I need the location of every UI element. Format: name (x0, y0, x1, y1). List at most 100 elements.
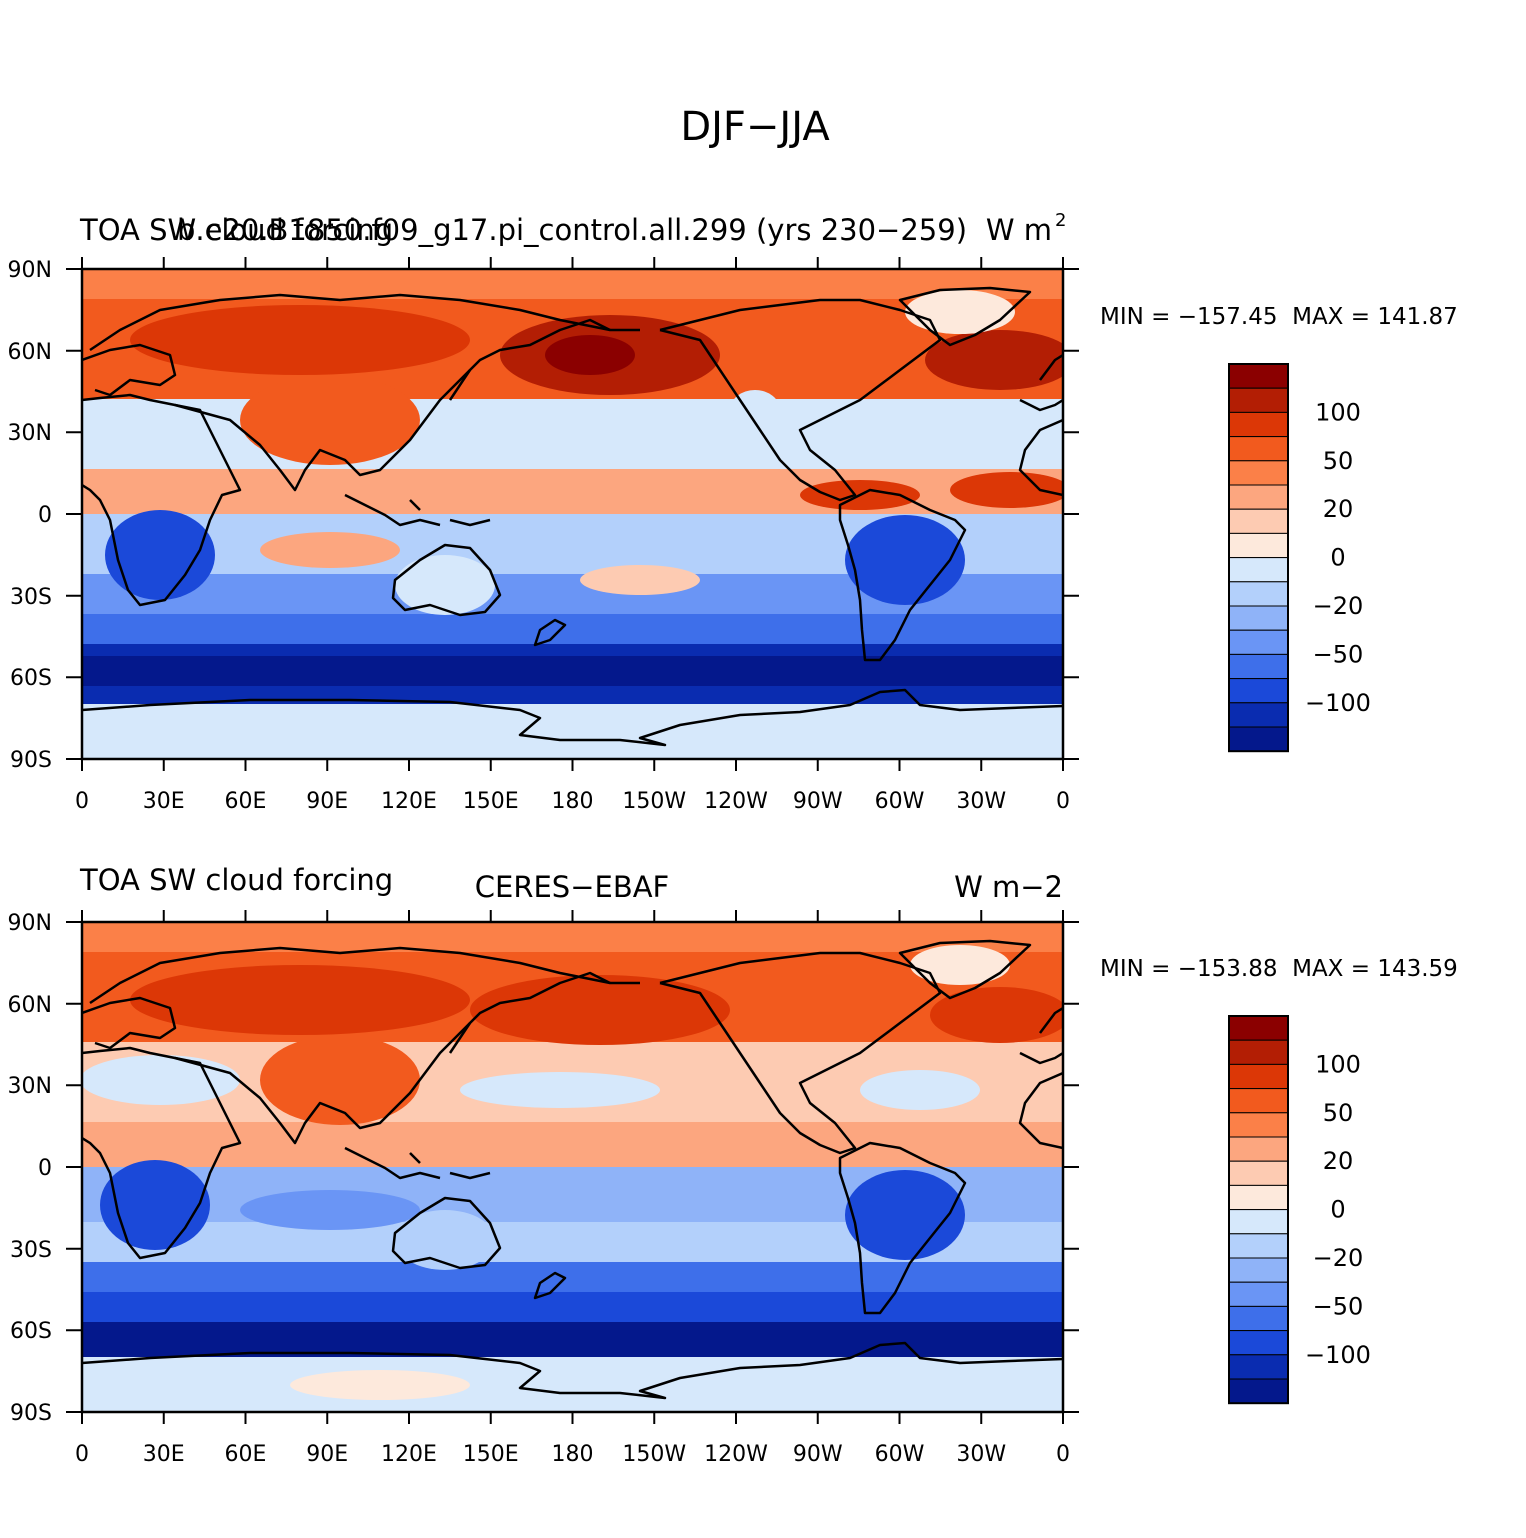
africa-blue (105, 510, 215, 600)
west-africa-outline (1018, 1071, 1063, 1150)
asia-red (240, 375, 420, 465)
panel-1-coastlines (82, 286, 1063, 747)
southern-ocean-band-3 (82, 656, 1063, 686)
colorbar-swatch (1228, 1378, 1289, 1404)
southern-ocean-band-1 (82, 1262, 1063, 1292)
indian-ocean-red (260, 532, 400, 568)
indian-ocean-blue (240, 1190, 420, 1230)
colorbar-swatch (1228, 581, 1289, 607)
colorbar-swatch (1228, 1305, 1289, 1332)
x-tick-label: 90E (306, 789, 348, 814)
south-america-blue (845, 1170, 965, 1260)
japan-outline (448, 1022, 472, 1054)
africa-blue (100, 1160, 210, 1250)
colorbar-swatch (1228, 436, 1289, 462)
x-tick-label: 150W (622, 789, 686, 814)
y-tick-label: 90N (8, 258, 52, 283)
x-tick-label: 180 (552, 789, 594, 814)
arctic-band (82, 922, 1063, 952)
antarctic-band (82, 1357, 1063, 1412)
colorbar-label: 0 (1330, 1196, 1345, 1224)
north-pacific-max (470, 975, 730, 1045)
south-america-outline (838, 488, 967, 662)
y-tick-label: 90S (10, 748, 52, 773)
colorbar-swatch (1228, 702, 1289, 728)
colorbar-swatch (1228, 1184, 1289, 1211)
x-tick-label: 30W (956, 1442, 1006, 1467)
colorbar-swatch (1228, 484, 1289, 510)
y-tick-label: 0 (38, 503, 52, 528)
y-tick-label: 60N (8, 340, 52, 365)
atlantic-light (860, 1070, 980, 1110)
colorbar-label: 0 (1330, 544, 1345, 572)
atlantic-red-tropic (950, 472, 1063, 508)
antarctic-band (82, 704, 1063, 759)
europe-outline (82, 343, 177, 397)
greenland-patch (905, 290, 1015, 334)
australia-outline (391, 543, 502, 617)
colorbar-swatch (1228, 557, 1289, 583)
panel-2-y-labels: 90N 60N 30N 0 30S 60S 90S (8, 911, 52, 1426)
colorbar-swatch (1228, 726, 1289, 752)
x-tick-label: 120E (381, 789, 437, 814)
colorbar-swatch (1228, 1354, 1289, 1380)
colorbar-swatch (1228, 678, 1289, 704)
panel-1-colorbar: 100 50 20 0 −20 −50 −100 (1228, 363, 1371, 753)
eurasia-max (130, 305, 470, 375)
x-tick-label: 120E (381, 1442, 437, 1467)
colorbar-label: 20 (1323, 1147, 1354, 1175)
y-tick-label: 30N (8, 1074, 52, 1099)
panel-1-titles: TOA SW cloud forcing b.e20.B1850.f09_g17… (79, 210, 1066, 247)
panel-2-titles: TOA SW cloud forcing CERES−EBAF W m−2 (79, 863, 1063, 904)
australia-light (395, 1210, 495, 1270)
panel-2-units: W m−2 (954, 870, 1063, 904)
panel-2-stats: MIN = −153.88 MAX = 143.59 (1100, 956, 1458, 982)
colorbar-swatch (1228, 629, 1289, 655)
figure-title: DJF−JJA (680, 104, 830, 150)
colorbar-swatch (1228, 1039, 1289, 1065)
colorbar-swatch (1228, 1281, 1289, 1307)
colorbar-swatch (1228, 1112, 1289, 1138)
colorbar-label: −20 (1313, 592, 1364, 620)
x-tick-label: 150E (463, 1442, 519, 1467)
x-tick-label: 90W (793, 789, 843, 814)
colorbar-label: −100 (1305, 689, 1371, 717)
colorbar-swatch (1228, 1233, 1289, 1259)
x-tick-label: 60W (875, 1442, 925, 1467)
colorbar-frame (1228, 1015, 1289, 1405)
x-tick-label: 0 (1056, 1442, 1070, 1467)
greenland-outline (898, 286, 1032, 347)
west-europe-outline (1039, 1006, 1063, 1034)
colorbar-label: −50 (1313, 640, 1364, 668)
colorbar-swatch (1228, 387, 1289, 413)
colorbar-swatch (1228, 1015, 1289, 1041)
south-america-blue (845, 515, 965, 605)
x-tick-label: 120W (704, 789, 768, 814)
panel-2-coastlines (82, 939, 1063, 1400)
europe-outline (82, 996, 177, 1050)
panel-2-center-title: CERES−EBAF (475, 870, 670, 904)
north-pacific-core (545, 335, 635, 375)
y-tick-label: 0 (38, 1156, 52, 1181)
colorbar-swatch (1228, 1257, 1289, 1283)
x-tick-label: 60W (875, 789, 925, 814)
y-tick-label: 30N (8, 421, 52, 446)
southern-ocean-band-3 (82, 1322, 1063, 1357)
x-tick-label: 150E (463, 789, 519, 814)
panel-2-left-title: TOA SW cloud forcing (79, 863, 393, 897)
x-tick-label: 30E (143, 789, 185, 814)
asia-red (260, 1035, 420, 1125)
iberia-outline (1019, 398, 1063, 412)
panel-1: TOA SW cloud forcing b.e20.B1850.f09_g17… (8, 210, 1458, 814)
panel-1-left-title: TOA SW cloud forcing (79, 213, 393, 247)
north-america-outline (659, 298, 942, 502)
y-tick-label: 60N (8, 993, 52, 1018)
south-america-outline (838, 1141, 967, 1315)
colorbar-label: −100 (1305, 1341, 1371, 1369)
x-tick-label: 90E (306, 1442, 348, 1467)
africa-eurasia-outline (82, 1046, 242, 1260)
colorbar-swatch (1228, 1330, 1289, 1356)
tropical-band (82, 1122, 1063, 1167)
west-africa-outline (1018, 418, 1063, 497)
